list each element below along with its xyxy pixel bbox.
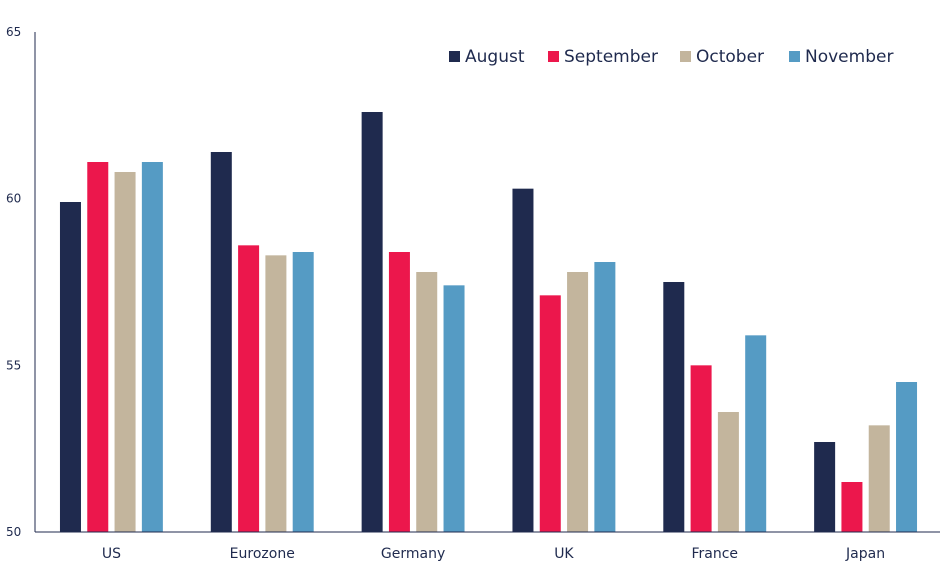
x-tick-label: Japan: [845, 546, 885, 562]
bar-france-october: [717, 412, 739, 532]
bar-us-august: [59, 202, 81, 532]
bar-france-november: [745, 335, 767, 532]
bar-japan-september: [841, 482, 863, 532]
bar-germany-october: [416, 272, 438, 532]
bar-eurozone-september: [238, 245, 260, 533]
bar-japan-august: [814, 442, 836, 532]
legend-label: August: [465, 47, 525, 67]
category-labels: US Eurozone Germany UK France Japan: [102, 546, 885, 562]
bar-us-october: [114, 172, 136, 532]
legend-label: October: [696, 47, 764, 67]
bar-uk-september: [539, 295, 561, 532]
x-tick-label: US: [102, 546, 121, 562]
legend-swatch: [548, 51, 559, 62]
bar-japan-november: [896, 382, 918, 532]
bar-eurozone-november: [292, 252, 314, 532]
x-tick-label: Germany: [381, 546, 445, 562]
y-tick-label: 50: [6, 525, 21, 539]
legend-swatch: [680, 51, 691, 62]
bars: [59, 112, 918, 533]
bar-us-september: [87, 162, 109, 532]
x-tick-label: Eurozone: [230, 546, 295, 562]
bar-uk-november: [594, 262, 616, 532]
y-tick-label: 65: [6, 25, 21, 39]
bar-us-november: [141, 162, 163, 532]
legend-label: November: [805, 47, 893, 67]
legend-label: September: [564, 47, 658, 67]
bar-eurozone-october: [265, 255, 287, 533]
bar-france-august: [663, 282, 685, 532]
y-tick-label: 55: [6, 358, 21, 372]
bar-france-september: [690, 365, 712, 532]
legend-swatch: [789, 51, 800, 62]
bar-uk-august: [512, 188, 534, 532]
legend: August September October November: [449, 47, 893, 67]
bar-eurozone-august: [210, 152, 232, 532]
legend-swatch: [449, 51, 460, 62]
bar-germany-august: [361, 112, 383, 532]
x-tick-label: UK: [554, 546, 574, 562]
bar-germany-november: [443, 285, 465, 532]
y-axis-ticks: 50 55 60 65: [6, 25, 21, 539]
y-tick-label: 60: [6, 192, 21, 206]
x-tick-label: France: [691, 546, 738, 562]
bar-uk-october: [567, 272, 589, 532]
bar-germany-september: [388, 252, 410, 532]
bar-japan-october: [868, 425, 890, 532]
